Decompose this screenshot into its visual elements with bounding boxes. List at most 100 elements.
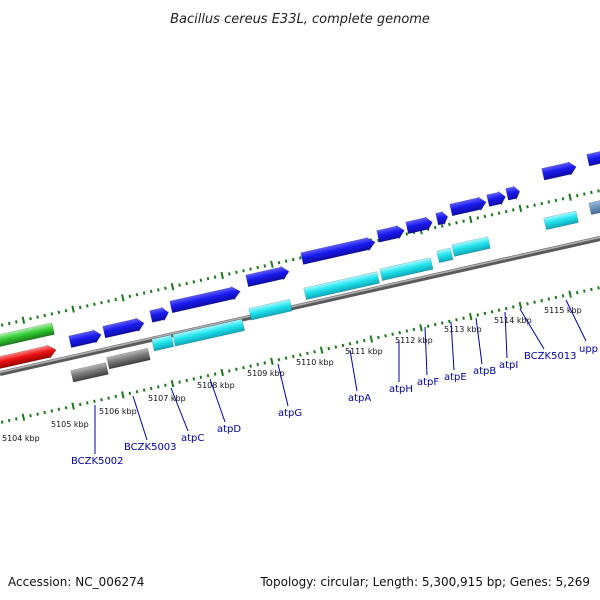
tick-mark bbox=[142, 388, 146, 392]
tick-mark bbox=[164, 383, 167, 387]
gene-arrow[interactable] bbox=[245, 265, 290, 288]
tick-mark bbox=[597, 286, 600, 290]
kbp-label: 5104 kbp bbox=[2, 434, 40, 443]
cds-bar[interactable] bbox=[543, 210, 579, 231]
tick-mark bbox=[462, 316, 465, 320]
tick-mark bbox=[107, 396, 110, 400]
tick-mark bbox=[533, 203, 536, 207]
tick-mark bbox=[242, 366, 245, 370]
tick-mark bbox=[78, 305, 82, 310]
gene-label[interactable]: atpI bbox=[499, 360, 518, 371]
tick-mark bbox=[441, 224, 444, 228]
tick-mark bbox=[213, 372, 217, 376]
tick-mark bbox=[561, 294, 565, 298]
gene-arrow[interactable] bbox=[449, 195, 487, 217]
gene-label[interactable]: atpE bbox=[444, 372, 467, 383]
tick-mark bbox=[36, 315, 39, 319]
cds-bar[interactable] bbox=[588, 196, 600, 215]
tick-mark bbox=[419, 324, 423, 332]
gene-arrow[interactable] bbox=[376, 224, 405, 244]
map-title: Bacillus cereus E33L, complete genome bbox=[170, 12, 430, 27]
gray-feature[interactable] bbox=[106, 347, 151, 370]
gene-arrow[interactable] bbox=[102, 316, 145, 339]
tick-mark bbox=[462, 219, 465, 223]
gene-label[interactable]: BCZK5002 bbox=[71, 456, 124, 467]
gene-arrow[interactable] bbox=[169, 285, 241, 314]
tick-mark bbox=[483, 214, 487, 219]
gene-label[interactable]: atpF bbox=[417, 377, 439, 388]
red-feature[interactable] bbox=[0, 343, 58, 374]
gene-arrow[interactable] bbox=[541, 160, 577, 181]
gray-feature[interactable] bbox=[70, 362, 109, 383]
tick-mark bbox=[220, 368, 224, 377]
gene-arrow[interactable] bbox=[149, 306, 170, 324]
gene-label[interactable]: atpG bbox=[278, 408, 302, 419]
tick-mark bbox=[547, 200, 551, 204]
tick-mark bbox=[206, 277, 210, 281]
tick-mark bbox=[575, 291, 579, 295]
tick-mark bbox=[178, 283, 181, 287]
tick-mark bbox=[199, 278, 203, 282]
cds-bar[interactable] bbox=[436, 247, 454, 264]
cds-bar[interactable] bbox=[379, 257, 434, 281]
tick-mark bbox=[327, 346, 331, 351]
tick-mark bbox=[483, 311, 487, 316]
tick-mark bbox=[213, 275, 217, 279]
tick-mark bbox=[384, 334, 387, 338]
tick-mark bbox=[270, 357, 274, 365]
gene-arrow[interactable] bbox=[486, 190, 507, 208]
kbp-label: 5106 kbp bbox=[99, 407, 137, 416]
tick-mark bbox=[7, 418, 11, 423]
tick-mark bbox=[121, 391, 125, 399]
gene-label[interactable]: BCZK5013 bbox=[524, 351, 577, 362]
tick-mark bbox=[93, 302, 96, 306]
tick-mark bbox=[100, 398, 103, 402]
green-feature[interactable] bbox=[0, 322, 55, 352]
tick-mark bbox=[242, 269, 245, 273]
kbp-label: 5109 kbp bbox=[247, 369, 285, 378]
gene-label[interactable]: atpC bbox=[181, 433, 204, 444]
tick-mark bbox=[299, 353, 302, 357]
gene-arrow[interactable] bbox=[300, 235, 376, 265]
tick-mark bbox=[497, 211, 501, 215]
tick-mark bbox=[334, 345, 338, 349]
tick-mark bbox=[341, 343, 345, 348]
gene-arrow[interactable] bbox=[405, 215, 433, 235]
gene-label[interactable]: atpA bbox=[348, 393, 371, 404]
tick-mark bbox=[490, 310, 494, 314]
cds-bar[interactable] bbox=[151, 334, 175, 352]
tick-mark bbox=[583, 289, 586, 293]
tick-mark bbox=[511, 305, 515, 309]
cds-bar[interactable] bbox=[303, 271, 380, 301]
tick-mark bbox=[157, 288, 160, 292]
tick-mark bbox=[86, 304, 89, 308]
tick-mark bbox=[533, 300, 536, 304]
tick-mark bbox=[263, 361, 267, 365]
tick-mark bbox=[36, 412, 39, 416]
tick-mark bbox=[468, 215, 473, 224]
tick-mark bbox=[319, 346, 324, 354]
gene-arrow[interactable] bbox=[586, 146, 600, 167]
cds-bar[interactable] bbox=[451, 236, 491, 257]
tick-mark bbox=[490, 213, 494, 217]
gene-label[interactable]: BCZK5003 bbox=[124, 442, 177, 453]
gene-arrow[interactable] bbox=[435, 210, 449, 226]
tick-mark bbox=[93, 399, 96, 403]
tick-mark bbox=[78, 402, 82, 407]
gene-label[interactable]: atpB bbox=[473, 366, 496, 377]
tick-mark bbox=[235, 367, 238, 371]
tick-mark bbox=[157, 385, 160, 389]
cds-bar[interactable] bbox=[248, 298, 293, 321]
tick-mark bbox=[291, 354, 295, 359]
gene-label[interactable]: upp bbox=[579, 344, 598, 355]
tick-mark bbox=[511, 208, 515, 212]
tick-mark bbox=[235, 270, 238, 274]
gene-label[interactable]: atpH bbox=[389, 384, 413, 395]
cds-bar[interactable] bbox=[172, 318, 245, 347]
tick-mark bbox=[497, 308, 501, 312]
gene-label[interactable]: atpD bbox=[217, 424, 241, 435]
gene-arrow[interactable] bbox=[68, 328, 102, 349]
gene-arrow[interactable] bbox=[505, 185, 521, 202]
tick-mark bbox=[448, 319, 451, 324]
